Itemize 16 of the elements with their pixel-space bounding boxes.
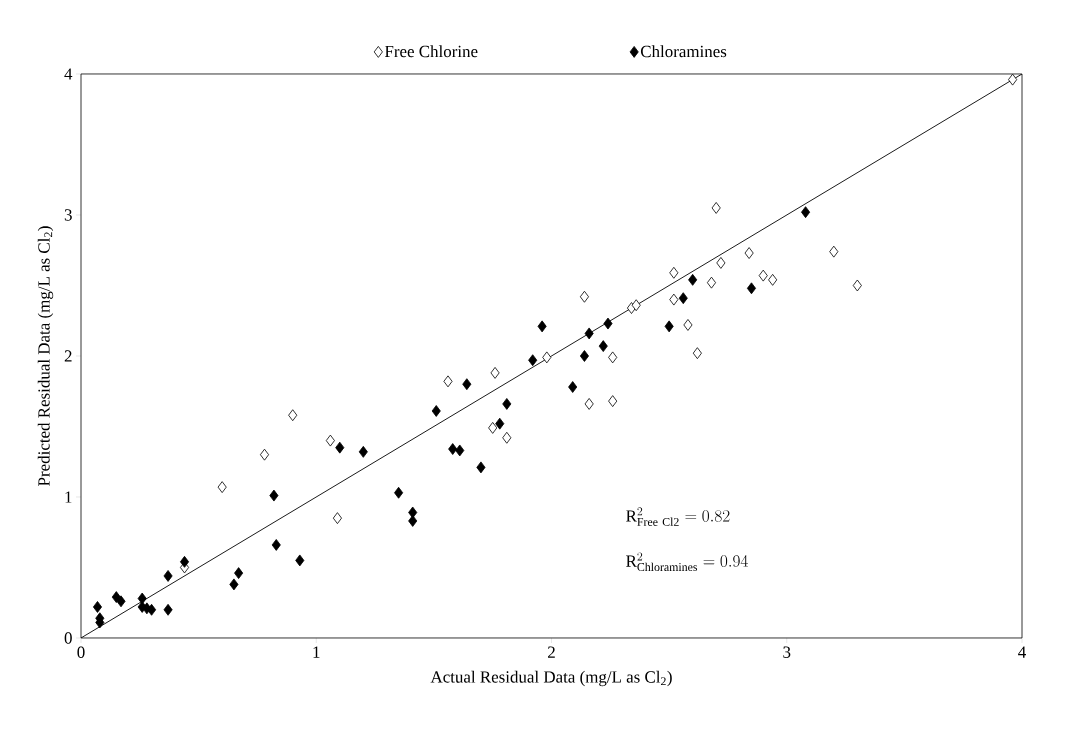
x-axis-title: Actual Residual Data (mg/L as Cl$_{2}$) xyxy=(430,670,672,687)
y-tick-label: 4 xyxy=(64,68,73,80)
legend-label: Chloramines xyxy=(640,45,727,58)
x-tick-label: 0 xyxy=(77,646,85,658)
y-tick-label: 3 xyxy=(64,209,72,221)
x-tick-label: 1 xyxy=(313,646,320,658)
legend-label: Free Chlorine xyxy=(384,45,478,58)
annotation: $\mathrm{R}^{2}_{\mathrm{Free\ Cl2}} = 0.82$ xyxy=(626,507,730,526)
annotation: $\mathrm{R}^{2}_{\mathrm{Chloramines}} = 0.94$ xyxy=(626,552,748,571)
y-axis-title: Predicted Residual Data (mg/L as Cl$_{2}$) xyxy=(37,226,54,486)
y-tick-label: 1 xyxy=(65,491,72,503)
y-tick-label: 0 xyxy=(64,632,72,644)
x-tick-label: 2 xyxy=(548,646,555,658)
y-tick-label: 2 xyxy=(64,350,72,362)
x-tick-label: 4 xyxy=(1018,646,1026,658)
x-tick-label: 3 xyxy=(783,646,791,658)
